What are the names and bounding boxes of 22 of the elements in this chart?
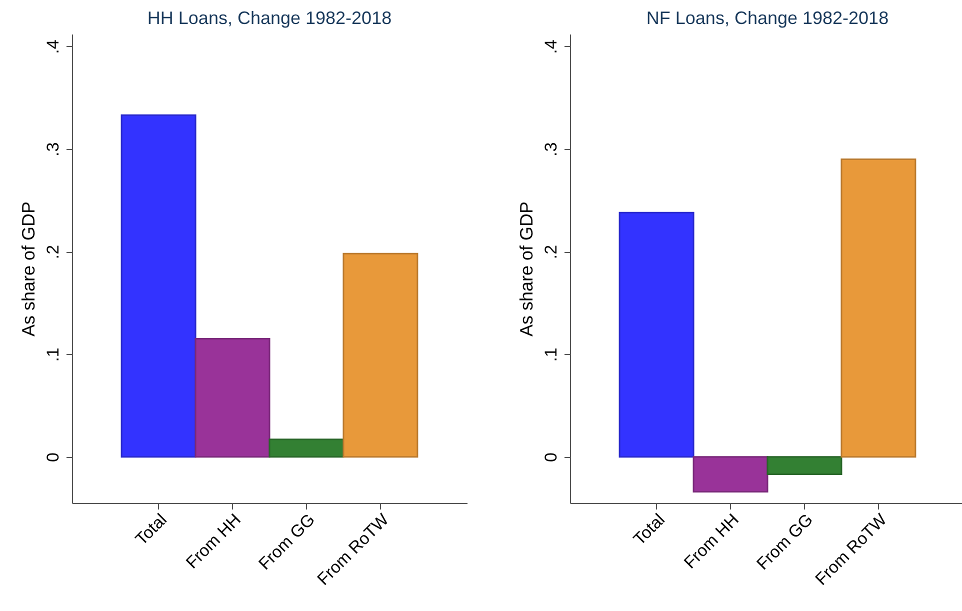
y-tick-label: .1	[542, 348, 560, 362]
y-tick-label: .4	[542, 40, 560, 54]
y-axis-title: As share of GDP	[18, 201, 38, 337]
y-tick-label: 0	[44, 452, 62, 462]
bar	[342, 252, 418, 458]
y-tick-label: .1	[44, 348, 62, 362]
bar	[692, 456, 768, 492]
y-tick-label: 0	[542, 452, 560, 462]
y-tick-label: .3	[542, 142, 560, 157]
chart-title: HH Loans, Change 1982-2018	[147, 8, 392, 28]
bar	[120, 114, 196, 458]
bar	[618, 212, 694, 458]
bar	[268, 438, 344, 458]
y-tick-label: .2	[542, 244, 560, 260]
y-axis-title: As share of GDP	[516, 201, 536, 337]
bar	[194, 338, 270, 458]
y-tick-label: .2	[44, 244, 62, 260]
y-tick-label: .3	[44, 142, 62, 157]
bar	[840, 158, 916, 458]
chart-title: NF Loans, Change 1982-2018	[646, 8, 889, 28]
y-tick-label: .4	[44, 40, 62, 54]
bar	[766, 456, 842, 476]
